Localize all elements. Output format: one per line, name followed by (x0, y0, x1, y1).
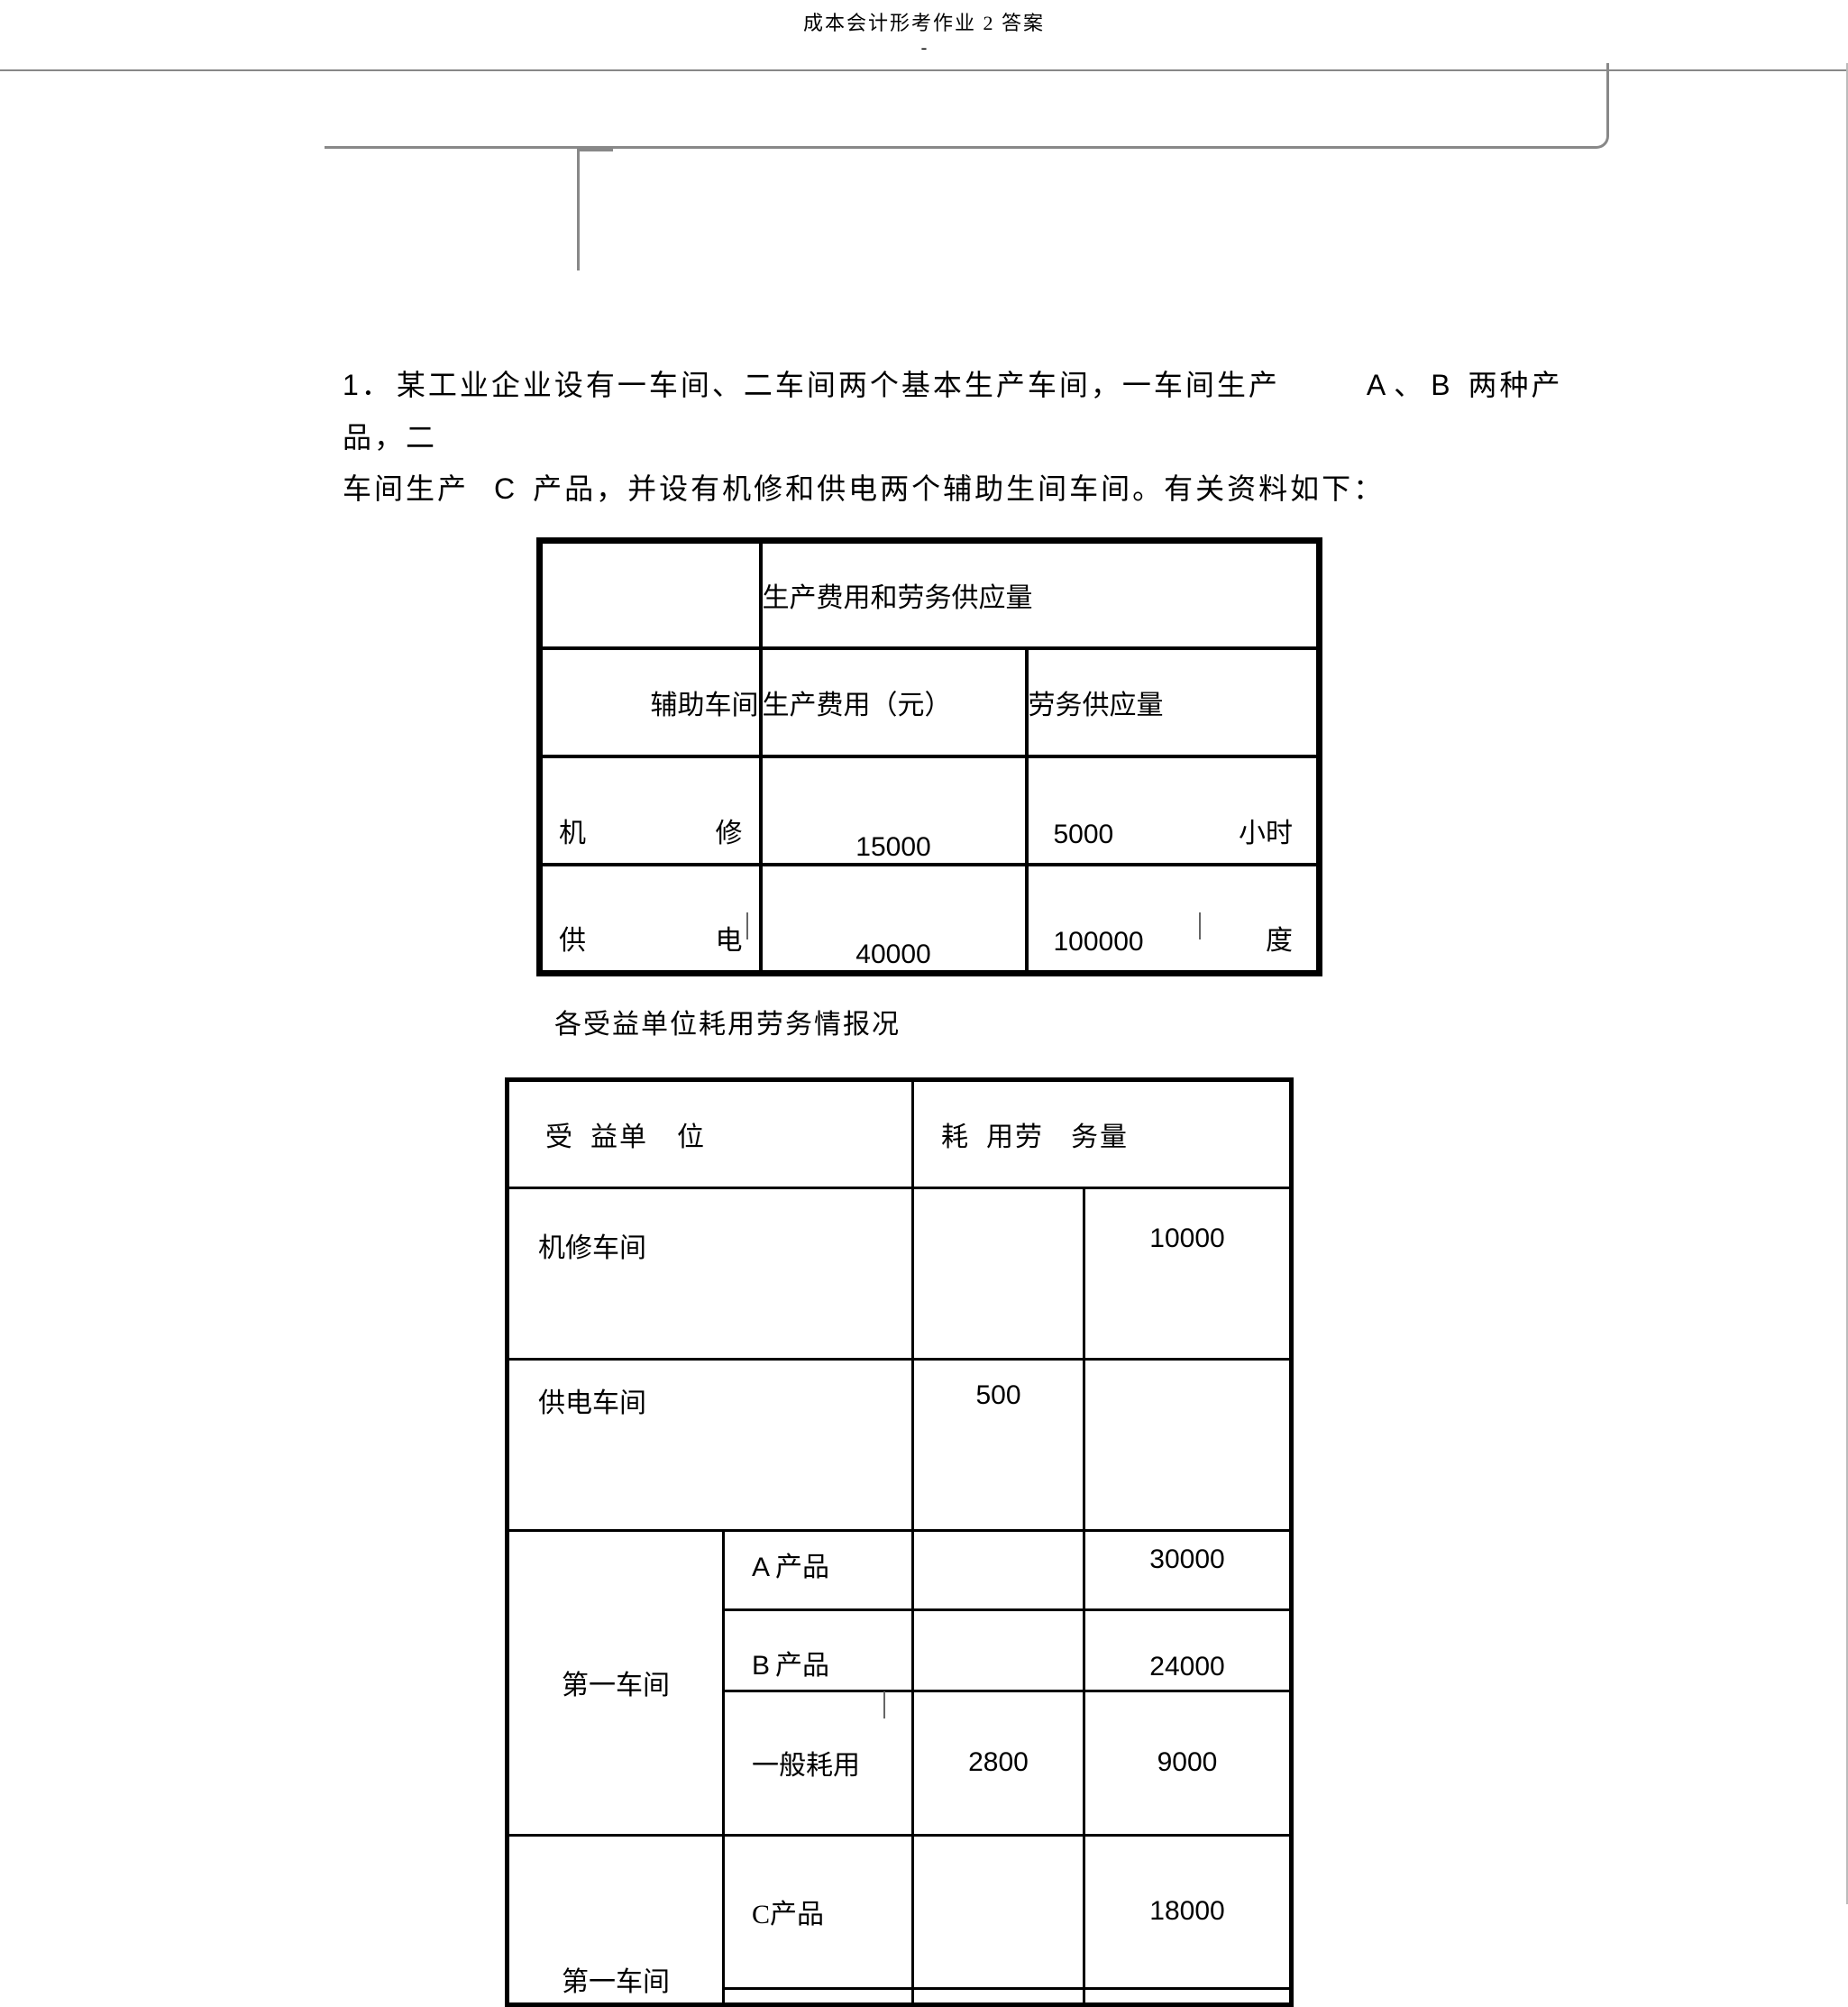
doc-header-dash: - (0, 38, 1848, 59)
t2-w1-i1-name: 产品 (775, 1651, 829, 1681)
t2-w1-i0-v2: 30000 (1084, 1530, 1292, 1609)
t2-w1b-i0-v1 (913, 1835, 1084, 1988)
t1-r3-qty: 5000 (1054, 820, 1114, 850)
t1-r4-label-r: 电 (716, 918, 743, 958)
t1-r4-label: 供 电 (540, 865, 761, 973)
t2-w1-i1-v1 (913, 1609, 1084, 1691)
t2-empty (1084, 1988, 1292, 2004)
decorative-corner-top (325, 63, 1609, 149)
t2-row1-label: 供电车间 (508, 1359, 913, 1530)
question-paragraph: 1．某工业企业设有一车间、二车间两个基本生产车间，一车间生产A、B 两种产品，二… (343, 360, 1578, 516)
t1-r4-qty: 100000 (1054, 927, 1144, 958)
t1-r4-cost: 40000 (761, 865, 1027, 973)
table-row: 辅助车间 生产费用（元） 劳务供应量 (540, 648, 1320, 756)
para-line1: 某工业企业设有一车间、二车间两个基本生产车间，一车间生产 (397, 369, 1280, 401)
t2-header-left: 受益单位 (508, 1079, 913, 1187)
t1-r4-label-l: 供 (559, 918, 586, 958)
para-line2a: 车间生产 (343, 472, 469, 505)
t2-w1-item1: B产品 (724, 1609, 913, 1691)
t1-r3-qty-cell: 5000 小时 (1027, 756, 1320, 865)
t2-w1-i0-v1 (913, 1530, 1084, 1609)
para-line2b: 产品，并设有机修和供电两个辅助生间车间。有关资料如下： (533, 472, 1385, 505)
table2-container: 受益单位 耗用劳务量 机修车间 10000 供电车间 500 (505, 1077, 1578, 2007)
table-row: 供 电 40000 100000 度 (540, 865, 1320, 973)
t1-r3-cost: 15000 (761, 756, 1027, 865)
ab-sep: 、 (1394, 369, 1425, 401)
page: 成本会计形考作业 2 答案 - 1．某工业企业设有一车间、二车间两个基本生产车间… (0, 0, 1848, 2007)
t1-r4-qty-cell: 100000 度 (1027, 865, 1320, 973)
t2-w1b-i0-pre: C (752, 1900, 770, 1929)
t2-w1-item0: A产品 (724, 1530, 913, 1609)
label-c: C (494, 472, 517, 505)
t2-w1-i0-pre: A (752, 1553, 770, 1582)
t2-w1-i1-v2: 24000 (1084, 1609, 1292, 1691)
t1-r3-label-r: 修 (716, 811, 743, 850)
t1-header-merged: 生产费用和劳务供应量 (761, 540, 1320, 648)
doc-header-title: 成本会计形考作业 2 答案 (0, 0, 1848, 36)
table-row: 供电车间 500 (508, 1359, 1292, 1530)
table1-container: 生产费用和劳务供应量 辅助车间 生产费用（元） 劳务供应量 机 修 15000 (536, 537, 1578, 976)
decorative-corner-mid (577, 149, 613, 270)
t2-w1-i2-v2: 9000 (1084, 1691, 1292, 1835)
t2-hr-2: 务量 (1071, 1123, 1129, 1152)
t1-r3-unit: 小时 (1239, 811, 1293, 850)
label-b: B (1431, 369, 1452, 401)
t1-r2-c2: 生产费用（元） (761, 648, 1027, 756)
t2-workshop1-label: 第一车间 (508, 1530, 724, 1835)
t1-r3-label-l: 机 (559, 811, 586, 850)
decorative-tick (746, 912, 748, 939)
t2-header-right: 耗用劳务量 (913, 1079, 1292, 1187)
t2-row0-v1 (913, 1187, 1084, 1359)
t2-hl-2: 位 (677, 1123, 706, 1152)
section2-label: 各受益单位耗用劳务情报况 (554, 1002, 1578, 1041)
table-aux-workshop: 生产费用和劳务供应量 辅助车间 生产费用（元） 劳务供应量 机 修 15000 (536, 537, 1322, 976)
t2-row0-v2: 10000 (1084, 1187, 1292, 1359)
t1-empty-cell (540, 540, 761, 648)
table-row: 第一车间 C产品 18000 (508, 1835, 1292, 1988)
table-row: 受益单位 耗用劳务量 (508, 1079, 1292, 1187)
t1-r3-label: 机 修 (540, 756, 761, 865)
t2-w1-i2-v1: 2800 (913, 1691, 1084, 1835)
table-row: 第一车间 A产品 30000 (508, 1530, 1292, 1609)
t2-w1-i0-name: 产品 (775, 1553, 829, 1582)
t1-r4-unit: 度 (1266, 918, 1293, 958)
t1-r2-c3: 劳务供应量 (1027, 648, 1320, 756)
t2-hr-0: 耗 (941, 1123, 970, 1152)
t2-hr-1: 用劳 (986, 1123, 1044, 1152)
t2-w1b-i0-name: 产品 (770, 1900, 824, 1929)
t2-hl-0: 受 (545, 1123, 574, 1152)
t2-workshop1b-label: 第一车间 (508, 1835, 724, 2004)
table-row: 生产费用和劳务供应量 (540, 540, 1320, 648)
t2-empty (724, 1988, 913, 2004)
t2-w1-i1-pre: B (752, 1651, 770, 1681)
decorative-tick (883, 1691, 885, 1718)
decorative-tick (1199, 912, 1201, 939)
table-beneficiary: 受益单位 耗用劳务量 机修车间 10000 供电车间 500 (505, 1077, 1294, 2007)
t2-row0-label: 机修车间 (508, 1187, 913, 1359)
label-a: A (1367, 369, 1388, 401)
t1-r2-c1: 辅助车间 (540, 648, 761, 756)
t2-hl-1: 益单 (590, 1123, 648, 1152)
table-row: 机 修 15000 5000 小时 (540, 756, 1320, 865)
t2-w1b-item0: C产品 (724, 1835, 913, 1988)
table-row: 机修车间 10000 (508, 1187, 1292, 1359)
t2-row1-v1: 500 (913, 1359, 1084, 1530)
t2-row1-v2 (1084, 1359, 1292, 1530)
t2-w1b-i0-v2: 18000 (1084, 1835, 1292, 1988)
t2-empty (913, 1988, 1084, 2004)
content-area: 1．某工业企业设有一车间、二车间两个基本生产车间，一车间生产A、B 两种产品，二… (343, 71, 1578, 2007)
question-number: 1． (343, 369, 393, 401)
